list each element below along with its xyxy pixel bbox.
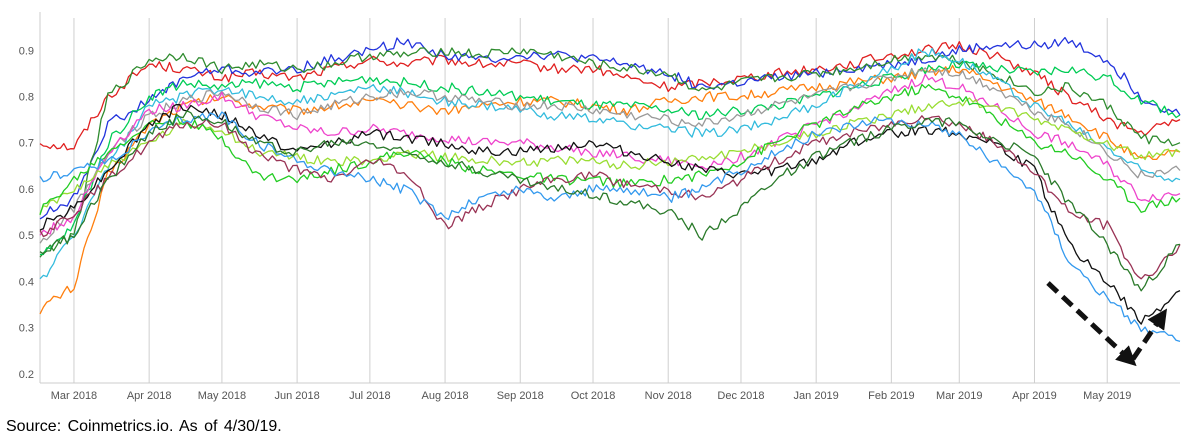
- series-line: [39, 59, 1181, 256]
- x-tick-label: Mar 2019: [936, 390, 982, 402]
- y-tick-label: 0.9: [19, 45, 34, 57]
- x-tick-label: Dec 2018: [717, 390, 764, 402]
- x-tick-label: Feb 2019: [868, 390, 914, 402]
- chart-series-lines: [39, 36, 1181, 343]
- series-line: [39, 41, 1181, 151]
- series-line: [39, 97, 1181, 214]
- series-line: [39, 83, 1181, 216]
- x-tick-label: Sep 2018: [497, 390, 544, 402]
- series-line: [39, 111, 1181, 343]
- x-tick-label: Apr 2018: [127, 390, 172, 402]
- x-tick-label: May 2019: [1083, 390, 1131, 402]
- series-line: [39, 67, 1181, 244]
- x-tick-label: Aug 2018: [422, 390, 469, 402]
- series-line: [39, 73, 1181, 236]
- x-tick-label: Apr 2019: [1012, 390, 1057, 402]
- up-arrow: [1130, 308, 1168, 361]
- x-tick-label: Jan 2019: [794, 390, 839, 402]
- x-axis-tick-labels: Mar 2018 Apr 2018 May 2018 Jun 2018 Jul 2018…: [51, 390, 1132, 402]
- y-tick-label: 0.8: [19, 92, 34, 104]
- y-tick-label: 0.5: [19, 230, 34, 242]
- series-line: [39, 64, 1181, 315]
- series-line: [39, 47, 1181, 280]
- line-chart: 0.2 0.3 0.4 0.5 0.6 0.7 0.8 0.9 Mar 2018 Apr 201…: [19, 12, 1181, 402]
- source-note: Source: Coinmetrics.io. As of 4/30/19.: [6, 418, 282, 435]
- y-tick-label: 0.2: [19, 369, 34, 381]
- series-line: [39, 47, 1181, 258]
- chart-gridlines: [73, 18, 1108, 383]
- x-tick-label: Nov 2018: [645, 390, 692, 402]
- y-tick-label: 0.6: [19, 184, 34, 196]
- x-tick-label: Jun 2018: [274, 390, 319, 402]
- trend-arrow-annotation: [1046, 281, 1168, 367]
- series-line: [39, 115, 1181, 280]
- y-axis-tick-labels: 0.2 0.3 0.4 0.5 0.6 0.7 0.8 0.9: [19, 45, 34, 380]
- y-tick-label: 0.4: [19, 276, 34, 288]
- x-tick-label: Mar 2018: [51, 390, 97, 402]
- y-tick-label: 0.7: [19, 138, 34, 150]
- chart-axes: [39, 12, 1180, 384]
- x-tick-label: May 2018: [198, 390, 246, 402]
- series-line: [39, 110, 1181, 292]
- y-tick-label: 0.3: [19, 323, 34, 335]
- x-tick-label: Oct 2018: [571, 390, 616, 402]
- x-tick-label: Jul 2018: [349, 390, 391, 402]
- series-line: [39, 103, 1181, 325]
